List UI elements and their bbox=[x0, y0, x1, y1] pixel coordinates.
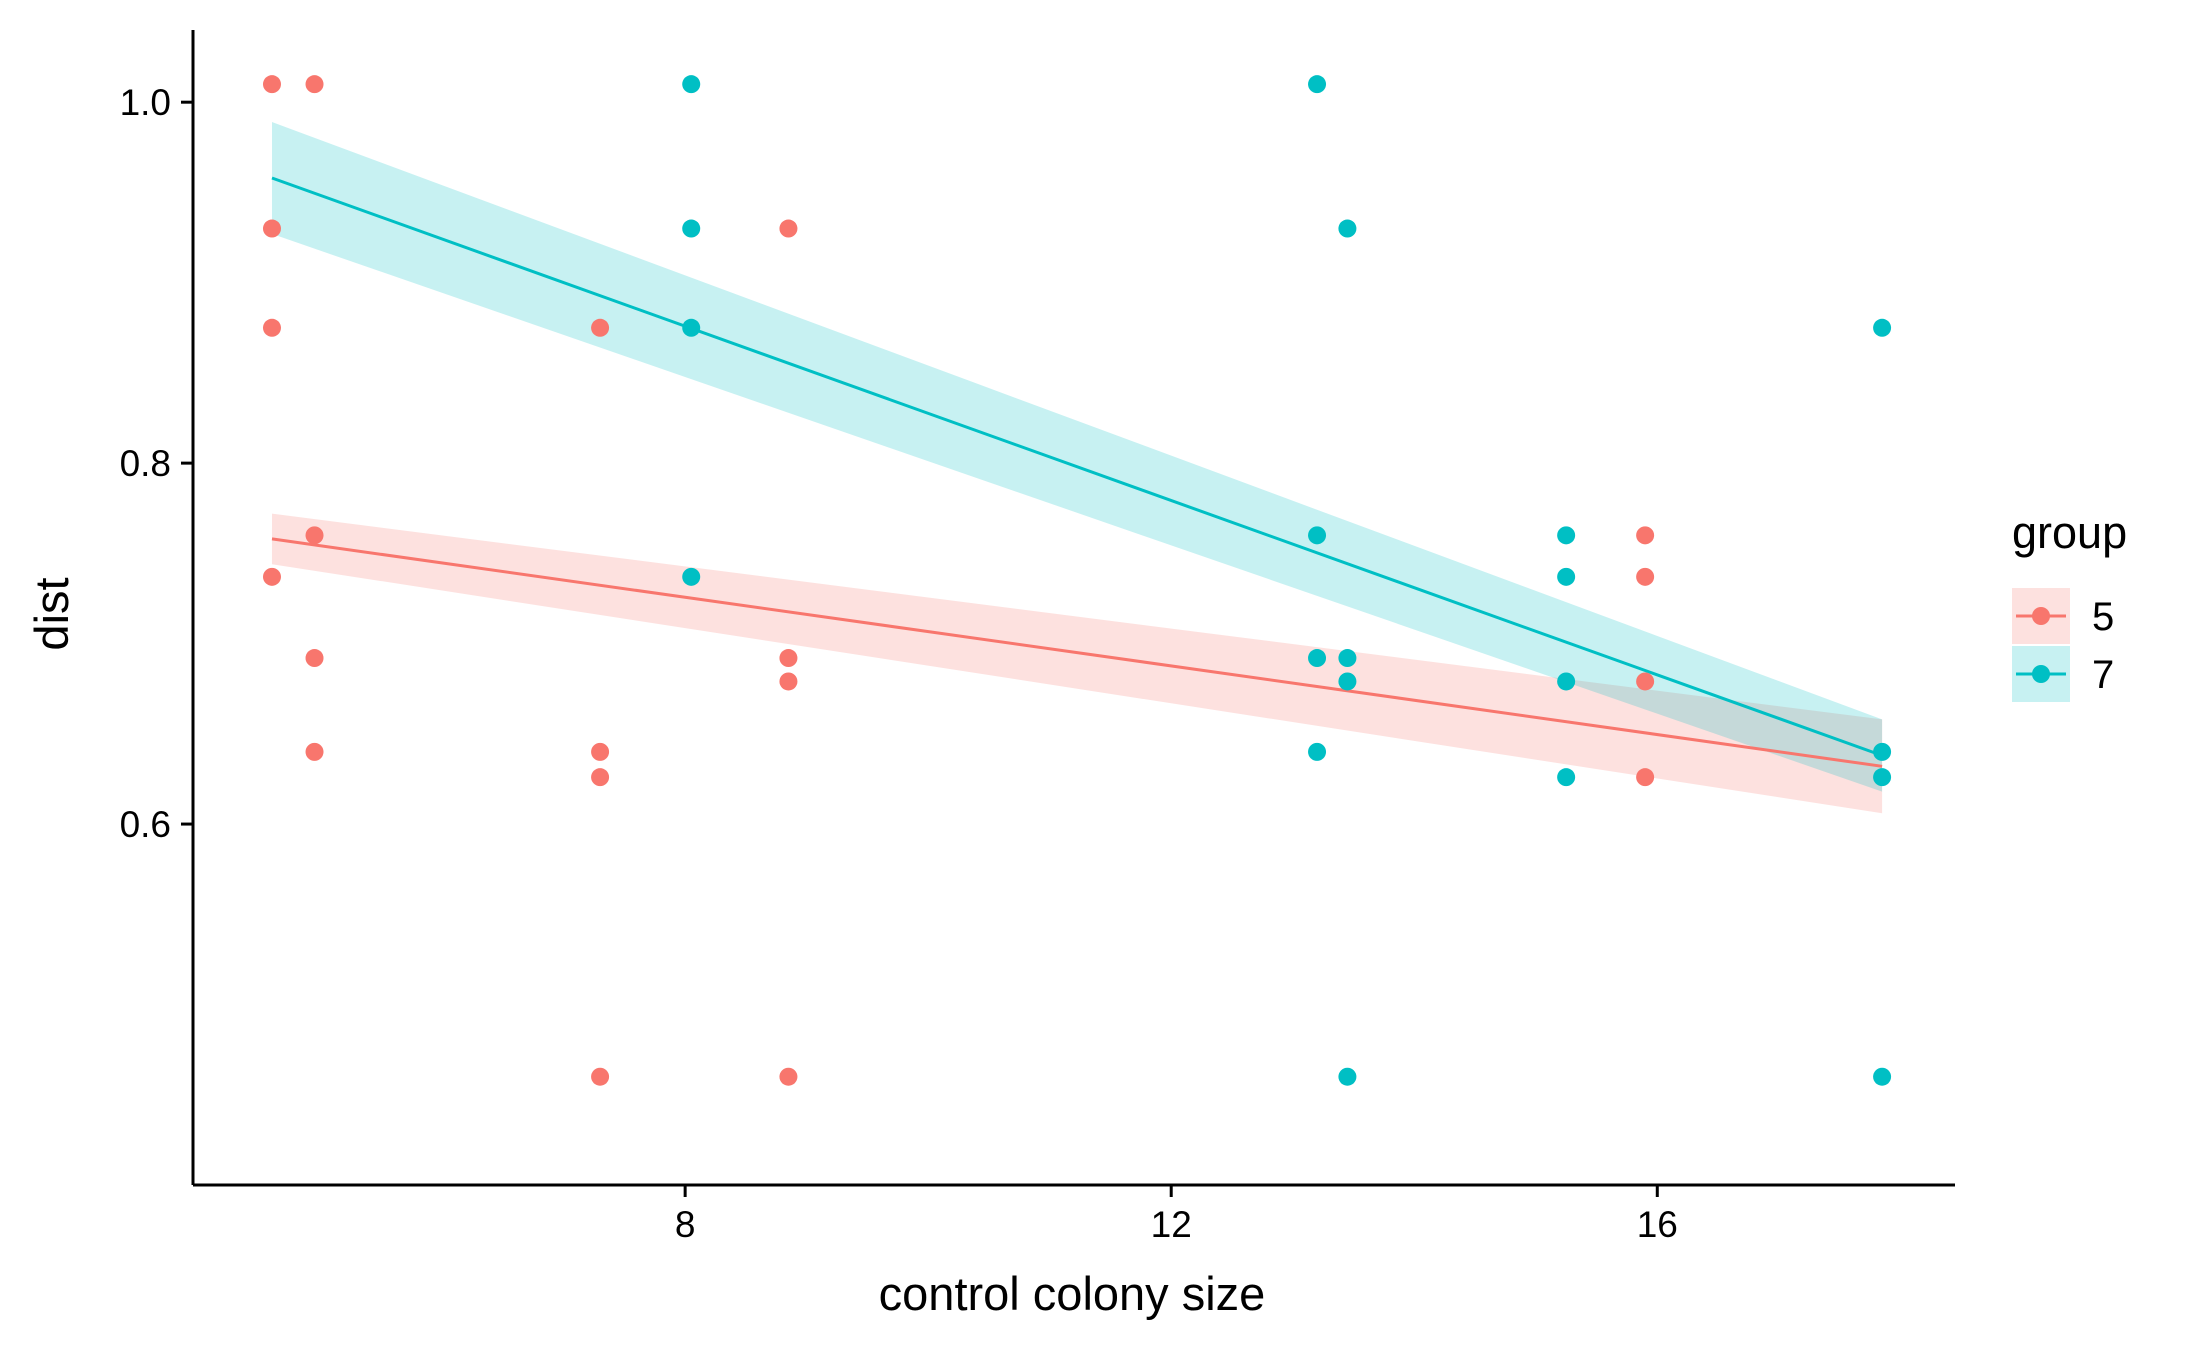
legend-label-5: 5 bbox=[2092, 595, 2114, 639]
confidence-bands bbox=[271, 122, 1883, 814]
x-tick-label-0: 8 bbox=[675, 1204, 696, 1245]
data-point-5-4 bbox=[262, 567, 281, 586]
data-point-7-11 bbox=[1338, 1067, 1357, 1086]
data-point-7-0 bbox=[682, 75, 701, 94]
data-point-7-6 bbox=[1308, 526, 1327, 545]
data-point-7-5 bbox=[1338, 219, 1357, 238]
legend-key-point-7 bbox=[2032, 665, 2050, 683]
data-point-5-13 bbox=[779, 649, 798, 668]
x-axis-title: control colony size bbox=[879, 1267, 1266, 1320]
confidence-band-7 bbox=[271, 122, 1883, 792]
confidence-band-5 bbox=[271, 513, 1883, 814]
data-point-5-8 bbox=[591, 318, 610, 337]
data-point-7-12 bbox=[1557, 526, 1576, 545]
data-point-5-1 bbox=[305, 75, 324, 94]
data-point-7-16 bbox=[1873, 318, 1892, 337]
data-point-5-0 bbox=[262, 75, 281, 94]
data-point-5-2 bbox=[262, 219, 281, 238]
data-point-7-4 bbox=[1308, 75, 1327, 94]
data-point-7-9 bbox=[1338, 672, 1357, 691]
legend-title: group bbox=[2012, 507, 2127, 558]
data-point-5-10 bbox=[591, 768, 610, 787]
y-tick-label-0: 0.6 bbox=[120, 804, 171, 845]
y-tick-label-2: 1.0 bbox=[120, 82, 171, 123]
x-tick-label-2: 16 bbox=[1637, 1204, 1678, 1245]
legend: group 5 7 bbox=[2012, 507, 2127, 702]
data-point-5-18 bbox=[1636, 672, 1655, 691]
axes: 8 12 16 0.6 0.8 1.0 bbox=[120, 30, 1955, 1245]
data-point-5-19 bbox=[1636, 768, 1655, 787]
legend-label-7: 7 bbox=[2092, 653, 2114, 697]
data-points bbox=[262, 75, 1892, 1086]
data-point-7-18 bbox=[1873, 768, 1892, 787]
data-point-5-12 bbox=[779, 219, 798, 238]
data-point-5-9 bbox=[591, 742, 610, 761]
y-axis-title: dist bbox=[25, 577, 78, 650]
data-point-7-7 bbox=[1308, 649, 1327, 668]
data-point-7-17 bbox=[1873, 742, 1892, 761]
data-point-7-1 bbox=[682, 219, 701, 238]
data-point-5-7 bbox=[305, 742, 324, 761]
x-tick-label-1: 12 bbox=[1151, 1204, 1192, 1245]
data-point-5-15 bbox=[779, 1067, 798, 1086]
data-point-5-3 bbox=[262, 318, 281, 337]
regression-lines bbox=[271, 176, 1883, 768]
legend-key-7 bbox=[2012, 646, 2070, 702]
data-point-5-17 bbox=[1636, 567, 1655, 586]
y-tick-label-1: 0.8 bbox=[120, 443, 171, 484]
data-point-5-14 bbox=[779, 672, 798, 691]
data-point-5-6 bbox=[305, 649, 324, 668]
data-point-7-13 bbox=[1557, 567, 1576, 586]
data-point-7-10 bbox=[1308, 742, 1327, 761]
data-point-7-14 bbox=[1557, 672, 1576, 691]
fit-line-7 bbox=[271, 176, 1883, 757]
data-point-7-3 bbox=[682, 567, 701, 586]
legend-key-5 bbox=[2012, 588, 2070, 644]
legend-key-point-5 bbox=[2032, 607, 2050, 625]
data-point-7-2 bbox=[682, 318, 701, 337]
data-point-7-8 bbox=[1338, 649, 1357, 668]
data-point-5-5 bbox=[305, 526, 324, 545]
fit-line-5 bbox=[271, 537, 1883, 768]
data-point-7-19 bbox=[1873, 1067, 1892, 1086]
data-point-5-16 bbox=[1636, 526, 1655, 545]
data-point-5-11 bbox=[591, 1067, 610, 1086]
data-point-7-15 bbox=[1557, 768, 1576, 787]
